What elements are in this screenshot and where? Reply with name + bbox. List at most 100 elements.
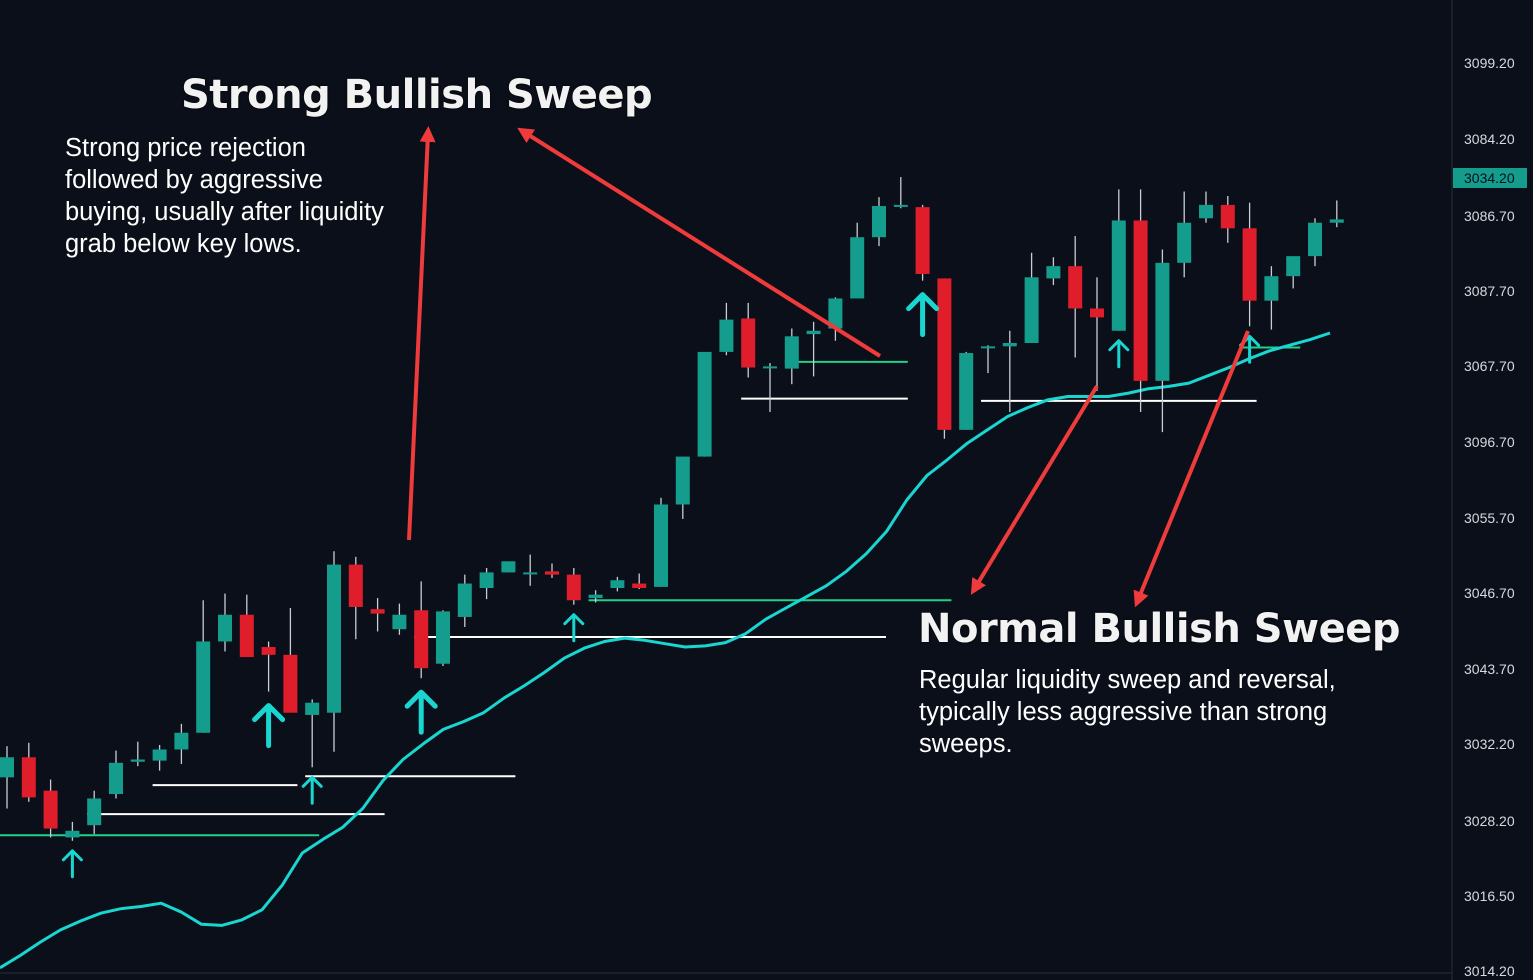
moving-average xyxy=(0,331,1331,970)
price-tick-label: 3055.70 xyxy=(1464,510,1515,526)
candle-body xyxy=(1220,204,1235,229)
candle-body xyxy=(1286,256,1301,277)
strong-sweep-title: Strong Bullish Sweep xyxy=(181,72,653,118)
bearish-candle xyxy=(1242,202,1257,327)
bullish-candle xyxy=(1286,256,1301,289)
normal-sweep-arrow-icon xyxy=(301,775,323,805)
candle-body xyxy=(523,572,538,575)
bullish-candle xyxy=(850,222,865,299)
bearish-candle xyxy=(1090,277,1104,391)
bullish-candle xyxy=(1308,218,1322,267)
candle-body xyxy=(1264,276,1279,301)
candle-body xyxy=(152,749,167,761)
bearish-candle xyxy=(545,563,559,578)
bullish-candle xyxy=(1046,257,1061,286)
candle-body xyxy=(1133,220,1148,381)
bearish-candle xyxy=(370,598,385,632)
candle-body xyxy=(1199,204,1213,219)
bullish-candle xyxy=(152,745,167,771)
candle-body xyxy=(218,614,232,642)
candle-body xyxy=(392,614,407,630)
candle-body xyxy=(610,580,625,588)
candle-body xyxy=(1111,220,1126,331)
sweep-levels xyxy=(0,346,1301,837)
candle-body xyxy=(1308,222,1322,257)
candle-body xyxy=(130,759,145,762)
candle-body xyxy=(784,336,799,369)
candle-body xyxy=(632,583,647,588)
bullish-candle xyxy=(1155,249,1170,433)
candle-body xyxy=(741,318,756,368)
candle-body xyxy=(1329,219,1344,223)
candle-body xyxy=(1068,266,1083,309)
candle-body xyxy=(981,346,995,349)
normal-sweep-description: Regular liquidity sweep and reversal, ty… xyxy=(919,666,1336,758)
bearish-candle xyxy=(348,556,363,640)
normal-sweep-pointer-arrow xyxy=(1133,330,1250,608)
bullish-candle xyxy=(196,600,211,733)
candle-body xyxy=(1024,277,1039,343)
bullish-candle xyxy=(65,821,80,841)
bullish-candle xyxy=(174,723,189,764)
bullish-candle xyxy=(109,750,123,799)
candle-body xyxy=(457,583,472,617)
bullish-candle xyxy=(1177,191,1192,278)
candle-body xyxy=(872,206,886,238)
candle-body xyxy=(1046,266,1061,279)
bullish-candle xyxy=(479,567,494,600)
candle-body xyxy=(588,594,603,599)
strong-sweep-arrow-icon xyxy=(404,689,438,735)
candle-body xyxy=(937,278,952,430)
price-tick-label: 3087.70 xyxy=(1464,283,1515,299)
candle-body xyxy=(305,702,320,715)
bullish-candle xyxy=(457,574,472,627)
bullish-candle xyxy=(436,610,450,666)
candle-body xyxy=(327,564,341,713)
bearish-candle xyxy=(632,573,647,590)
candle-body xyxy=(261,647,276,655)
bearish-candle xyxy=(261,641,276,692)
candle-body xyxy=(654,504,668,587)
bullish-candle xyxy=(1002,330,1017,413)
candle-body xyxy=(763,366,777,369)
bullish-candle xyxy=(305,699,320,768)
normal-sweep-arrow-icon xyxy=(1108,339,1130,369)
candle-body xyxy=(915,207,930,274)
strong-sweep-arrow-icon xyxy=(906,292,940,338)
candle-body xyxy=(239,614,254,658)
candle-body xyxy=(87,798,102,826)
bullish-candle xyxy=(828,297,843,341)
bullish-candle xyxy=(763,363,777,413)
candle-body xyxy=(697,351,712,457)
bearish-candle xyxy=(937,278,952,439)
bullish-candle xyxy=(392,603,407,635)
bullish-candle xyxy=(87,790,102,835)
sweep-signals xyxy=(61,292,1261,879)
candles xyxy=(0,177,1344,841)
bullish-candle xyxy=(806,321,821,377)
candle-body xyxy=(196,641,211,733)
price-tick-label: 3032.20 xyxy=(1464,736,1515,752)
candle-body xyxy=(479,572,494,588)
current-price-badge: 3034.20 xyxy=(1453,168,1527,188)
bullish-candle xyxy=(1111,189,1126,331)
bearish-candle xyxy=(283,608,298,713)
bearish-candle xyxy=(43,779,58,838)
price-tick-label: 3016.50 xyxy=(1464,888,1515,904)
normal-sweep-arrow-icon xyxy=(61,849,83,879)
bearish-candle xyxy=(414,581,429,679)
bullish-candle xyxy=(654,497,668,587)
candle-body xyxy=(893,204,908,207)
annotation-arrows xyxy=(407,126,1250,608)
candle-body xyxy=(0,757,14,778)
bullish-candle xyxy=(523,554,538,586)
bearish-candle xyxy=(566,567,581,605)
candle-body xyxy=(545,571,559,575)
bullish-candle xyxy=(0,746,14,809)
price-tick-label: 3046.70 xyxy=(1464,585,1515,601)
bullish-candle xyxy=(1199,191,1213,223)
price-tick-label: 3028.20 xyxy=(1464,813,1515,829)
bullish-candle xyxy=(675,456,690,519)
